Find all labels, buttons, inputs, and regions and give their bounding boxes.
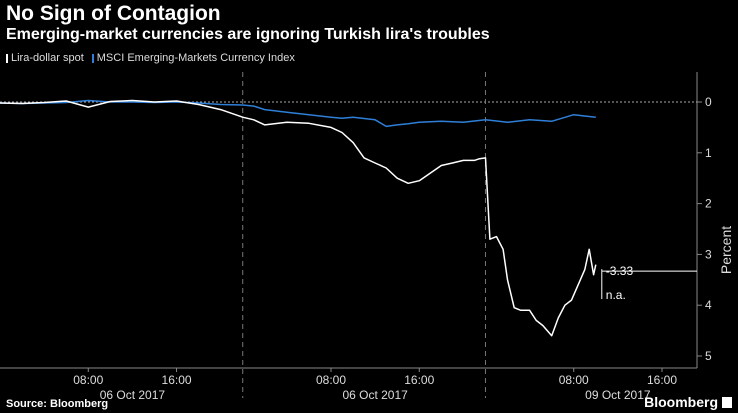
x-date-label-1: 06 Oct 2017 <box>342 388 408 402</box>
brand-logo: Bloomberg <box>644 394 718 410</box>
x-date-label-2: 09 Oct 2017 <box>585 388 651 402</box>
chart-title: No Sign of Contagion <box>6 2 221 25</box>
legend-label-lira: Lira-dollar spot <box>11 52 84 64</box>
source-note: Source: Bloomberg <box>6 398 109 410</box>
chart-subtitle: Emerging-market currencies are ignoring … <box>6 26 490 43</box>
y-tick-label-4: 4 <box>705 298 712 312</box>
x-tick-label-5: 16:00 <box>647 373 677 387</box>
legend-item-msci: MSCI Emerging-Markets Currency Index <box>91 52 295 64</box>
x-tick-label-4: 08:00 <box>559 373 589 387</box>
x-date-label-0: 06 Oct 2017 <box>100 388 166 402</box>
x-tick-label-2: 08:00 <box>316 373 346 387</box>
x-tick-label-1: 16:00 <box>162 373 192 387</box>
annotation-1: n.a. <box>606 288 626 302</box>
legend: Lira-dollar spot MSCI Emerging-Markets C… <box>6 52 295 64</box>
legend-swatch-msci <box>91 53 94 63</box>
brand-box-icon <box>722 397 732 408</box>
legend-label-msci: MSCI Emerging-Markets Currency Index <box>96 52 295 64</box>
annotation-0: -3.33 <box>606 264 634 278</box>
series-line-0 <box>0 99 597 337</box>
x-tick-label-3: 16:00 <box>404 373 434 387</box>
y-tick-label-0: 0 <box>705 95 712 109</box>
y-tick-label-5: 5 <box>705 349 712 363</box>
x-tick-label-0: 08:00 <box>73 373 103 387</box>
y-tick-label-1: 1 <box>705 146 712 160</box>
y-tick-label-3: 3 <box>705 247 712 261</box>
y-tick-label-2: 2 <box>705 197 712 211</box>
legend-swatch-lira <box>6 53 8 63</box>
y-axis-label: Percent <box>718 226 734 274</box>
legend-item-lira: Lira-dollar spot <box>6 52 84 64</box>
